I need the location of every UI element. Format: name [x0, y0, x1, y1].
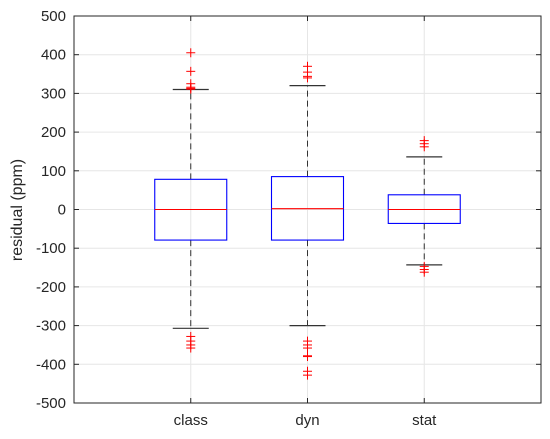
y-tick-label: 300	[41, 85, 66, 102]
y-tick-label: -200	[36, 279, 66, 296]
y-tick-label: -100	[36, 240, 66, 257]
y-tick-label: 0	[58, 202, 66, 219]
boxes-layer	[154, 48, 461, 380]
outlier-marker	[186, 66, 196, 76]
outlier-marker	[303, 73, 312, 83]
plot-frame	[73, 15, 542, 404]
y-tick-label: 500	[41, 8, 66, 25]
outlier-marker	[186, 343, 196, 353]
y-tick-label: -300	[36, 318, 66, 335]
x-tick-label: stat	[412, 412, 437, 429]
outlier-marker	[186, 48, 196, 58]
outlier-marker	[303, 352, 312, 362]
outlier-marker	[419, 142, 429, 152]
y-tick-label: -400	[36, 356, 66, 373]
outlier-marker	[303, 370, 312, 380]
y-tick-label: 200	[41, 124, 66, 141]
x-tick-label: dyn	[295, 412, 319, 429]
outlier-marker	[186, 84, 196, 94]
y-axis-label: residual (ppm)	[9, 159, 26, 261]
outlier-marker	[303, 343, 312, 353]
box-dyn	[270, 61, 345, 380]
y-tick-label: -500	[36, 395, 66, 412]
x-tick-label: class	[174, 412, 208, 429]
y-tick-label: 100	[41, 163, 66, 180]
outlier-marker	[419, 267, 429, 277]
box-class	[154, 48, 228, 353]
box-stat	[387, 136, 461, 277]
y-tick-label: 400	[41, 47, 66, 64]
axes: -500 -400 -300 -200 -100 0 100 200 300 400 500 clas…	[36, 8, 542, 429]
